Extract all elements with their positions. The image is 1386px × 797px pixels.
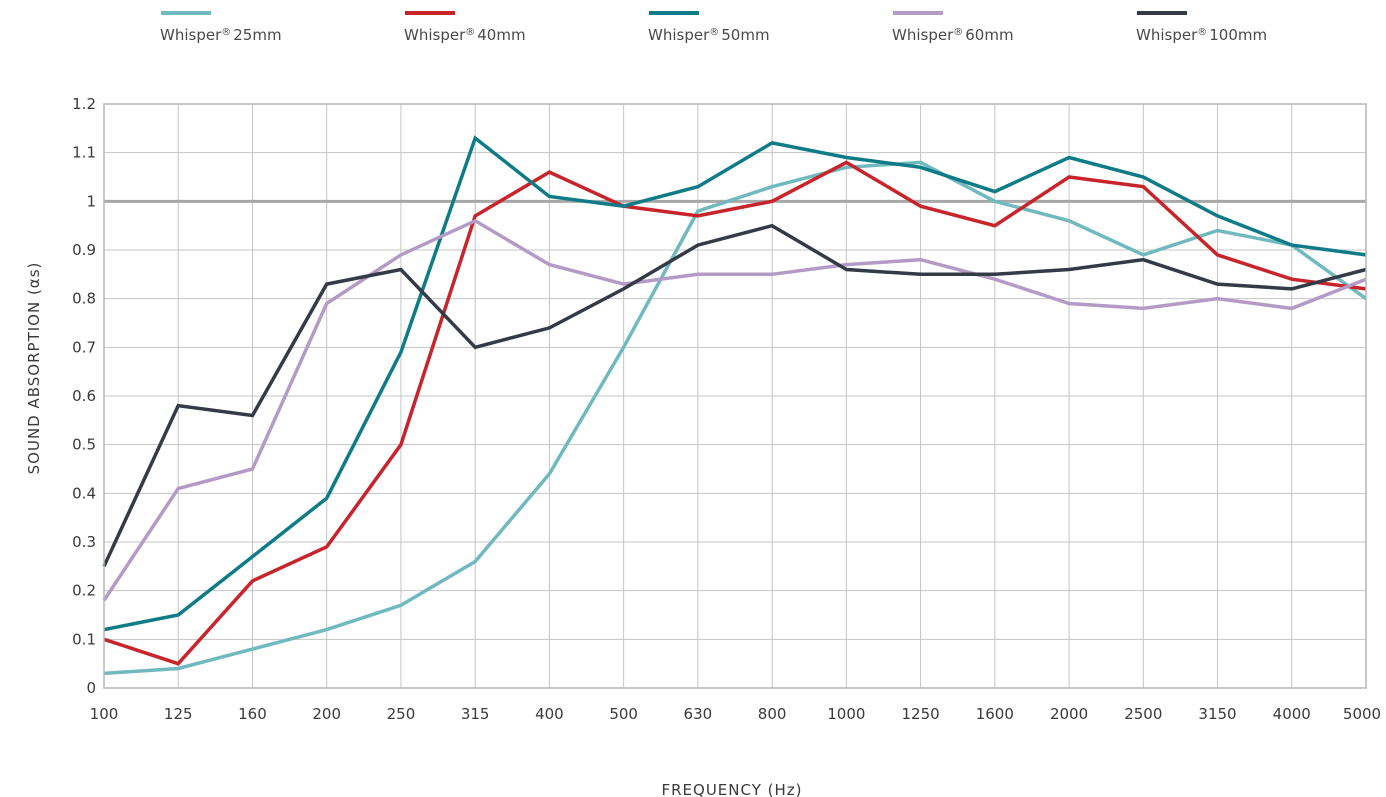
legend: Whisper® 25mm Whisper® 40mm Whisper® 50mm Whis… [160, 11, 1267, 44]
x-tick-label: 2000 [1050, 705, 1088, 723]
y-tick-label: 0.5 [72, 436, 96, 454]
legend-item-100mm: Whisper® 100mm [1136, 11, 1267, 44]
x-tick-label: 5000 [1343, 705, 1381, 723]
legend-label: Whisper® 50mm [648, 26, 770, 44]
y-tick-label: 1.2 [72, 95, 96, 113]
grid [103, 103, 1367, 689]
legend-label: Whisper® 25mm [160, 26, 282, 44]
x-tick-label: 160 [238, 705, 267, 723]
series-line-50mm [103, 135, 1367, 632]
y-tick-label: 0.6 [72, 387, 96, 405]
x-tick-label: 125 [164, 705, 193, 723]
y-tick-label: 0.7 [72, 338, 96, 356]
x-tick-label: 500 [609, 705, 638, 723]
x-tick-label: 1250 [901, 705, 939, 723]
y-tick-label: 0.1 [72, 630, 96, 648]
y-tick-label: 0.2 [72, 582, 96, 600]
series-layer [102, 135, 1368, 676]
x-tick-label: 200 [312, 705, 341, 723]
x-tick-label: 1600 [976, 705, 1014, 723]
x-tick-label: 1000 [827, 705, 865, 723]
legend-label: Whisper® 40mm [404, 26, 526, 44]
plot-frame [103, 103, 1367, 689]
series-line-25mm [103, 160, 1368, 676]
y-tick-label: 0 [86, 679, 96, 697]
y-tick-label: 0.8 [72, 290, 96, 308]
y-tick-labels: 0 0.1 0.2 0.3 0.4 0.5 0.6 0.7 0.8 0.9 1 1.1 1.2 [72, 95, 96, 697]
x-tick-label: 100 [90, 705, 119, 723]
x-tick-label: 250 [387, 705, 416, 723]
x-tick-label: 2500 [1124, 705, 1162, 723]
legend-item-60mm: Whisper® 60mm [892, 11, 1014, 44]
y-tick-label: 1.1 [72, 144, 96, 162]
x-tick-label: 3150 [1198, 705, 1236, 723]
series-line-100mm [102, 223, 1367, 568]
y-tick-label: 1 [86, 192, 96, 210]
y-tick-label: 0.9 [72, 241, 96, 259]
plot-frame-layer [103, 103, 1367, 689]
x-tick-label: 400 [535, 705, 564, 723]
y-tick-label: 0.4 [72, 484, 96, 502]
series-line-40mm [103, 160, 1367, 666]
legend-item-25mm: Whisper® 25mm [160, 11, 282, 44]
series-line-60mm [102, 218, 1367, 602]
legend-item-40mm: Whisper® 40mm [404, 11, 526, 44]
x-tick-label: 630 [684, 705, 713, 723]
legend-label: Whisper® 60mm [892, 26, 1014, 44]
x-tick-label: 315 [461, 705, 490, 723]
x-tick-labels: 100 125 160 200 250 315 400 500 630 800 1000 1250 16… [90, 705, 1381, 723]
y-axis-label: SOUND ABSORPTION (αs) [25, 262, 43, 475]
legend-label: Whisper® 100mm [1136, 26, 1267, 44]
y-tick-label: 0.3 [72, 533, 96, 551]
legend-item-50mm: Whisper® 50mm [648, 11, 770, 44]
x-tick-label: 800 [758, 705, 787, 723]
x-axis-label: FREQUENCY (Hz) [661, 781, 802, 797]
x-tick-label: 4000 [1273, 705, 1311, 723]
